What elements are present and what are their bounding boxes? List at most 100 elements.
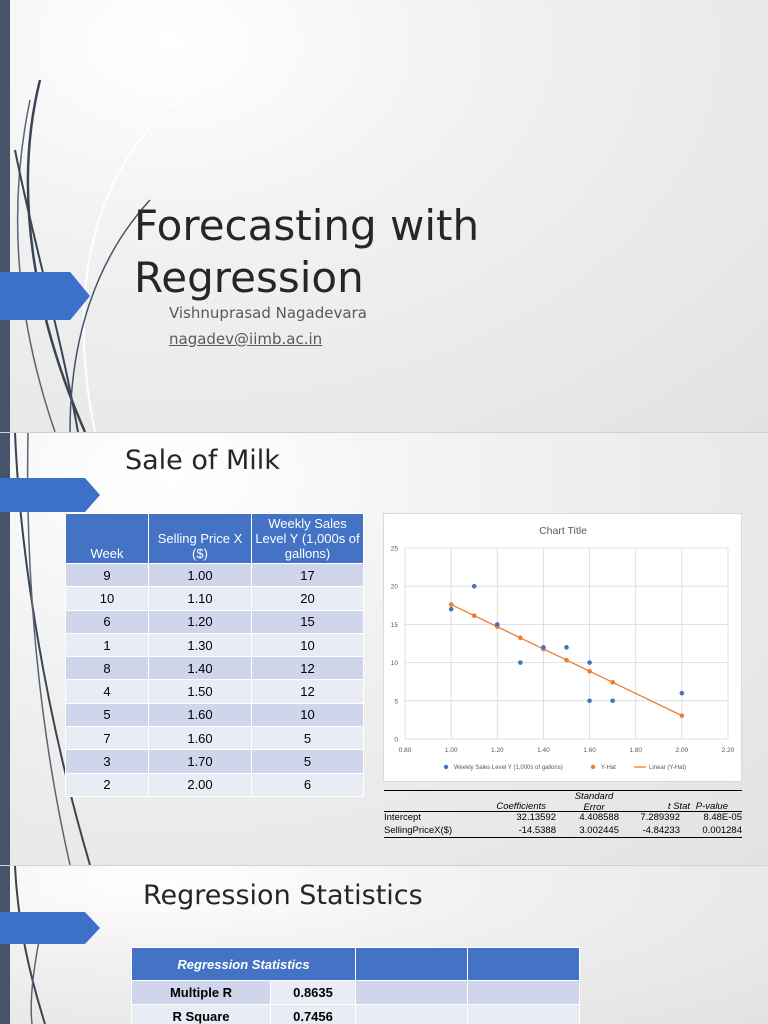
y-hat-point bbox=[679, 713, 685, 718]
table-cell: 1.10 bbox=[148, 586, 252, 611]
table-cell: 12 bbox=[251, 679, 364, 704]
table-cell bbox=[467, 1004, 580, 1024]
x-tick-label: 1.60 bbox=[583, 747, 596, 754]
chart-svg: Chart Title 0 5 10 15 20 25 0.80 1.00 1.20 1.40 1.6… bbox=[391, 525, 735, 771]
legend-label: Weekly Sales Level Y (1,000s of gallons) bbox=[454, 765, 563, 771]
sale-of-milk-slide[interactable]: Sale of Milk Week Selling Price X ($) We… bbox=[0, 433, 768, 865]
data-point bbox=[610, 698, 615, 704]
table-cell: 3 bbox=[65, 749, 149, 774]
table-cell: 8 bbox=[65, 656, 149, 681]
x-tick-label: 0.80 bbox=[399, 747, 412, 754]
table-row: 3 1.70 5 bbox=[65, 749, 364, 774]
table-cell: 6 bbox=[251, 772, 364, 797]
table-cell: 4 bbox=[65, 679, 149, 704]
slide-left-bar bbox=[0, 866, 10, 1024]
y-hat-point bbox=[471, 613, 477, 618]
table-cell: 20 bbox=[251, 586, 364, 611]
accent-arrow bbox=[0, 272, 90, 320]
table-header: Regression Statistics bbox=[131, 947, 356, 981]
table-cell bbox=[467, 980, 580, 1005]
title-slide[interactable]: Forecasting with Regression Vishnuprasad… bbox=[0, 0, 768, 432]
coefficients-header-row: Coefficients Standard Error t Stat P-val… bbox=[384, 790, 742, 813]
scatter-chart: Chart Title 0 5 10 15 20 25 0.80 1.00 1.20 1.40 1.6… bbox=[383, 513, 742, 782]
x-tick-label: 1.80 bbox=[629, 747, 642, 754]
table-cell: 10 bbox=[251, 632, 364, 658]
table-row: Intercept 32.13592 4.408588 7.289392 8.4… bbox=[384, 812, 742, 825]
table-cell: 15 bbox=[251, 609, 364, 634]
table-cell: 2.00 bbox=[148, 772, 252, 797]
y-tick-label: 0 bbox=[394, 737, 398, 744]
table-row: 4 1.50 12 bbox=[65, 679, 364, 704]
table-header bbox=[467, 947, 580, 981]
slide-divider bbox=[0, 432, 768, 433]
column-header: Week bbox=[65, 513, 149, 564]
table-cell: R Square bbox=[131, 1004, 271, 1024]
table-row: 5 1.60 10 bbox=[65, 702, 364, 728]
table-cell: 1.40 bbox=[148, 656, 252, 681]
y-tick-label: 20 bbox=[391, 584, 399, 591]
slide-title: Sale of Milk bbox=[125, 445, 280, 476]
table-row: 2 2.00 6 bbox=[65, 772, 364, 797]
table-row: SellingPriceX($) -14.5388 3.002445 -4.84… bbox=[384, 825, 742, 838]
table-cell: 12 bbox=[251, 656, 364, 681]
slide-left-bar bbox=[0, 433, 10, 865]
table-cell: 1.50 bbox=[148, 679, 252, 704]
table-cell: 5 bbox=[251, 749, 364, 774]
slide-divider bbox=[0, 865, 768, 866]
table-cell: 8.48E-05 bbox=[703, 812, 742, 823]
data-point bbox=[587, 660, 592, 665]
y-tick-label: 5 bbox=[394, 698, 398, 705]
y-hat-point bbox=[448, 602, 454, 607]
table-cell: 0.7456 bbox=[270, 1004, 356, 1024]
accent-arrow bbox=[0, 912, 100, 944]
y-hat-point bbox=[587, 668, 592, 674]
legend-marker bbox=[443, 764, 449, 770]
legend-label: Y-Hat bbox=[601, 765, 616, 771]
table-header bbox=[355, 947, 468, 981]
table-cell: 1.00 bbox=[148, 562, 252, 588]
email-link[interactable]: nagadev@iimb.ac.in bbox=[169, 330, 323, 348]
table-cell: 6 bbox=[65, 609, 149, 634]
page-title: Forecasting with Regression bbox=[134, 201, 480, 302]
table-row: R Square 0.7456 bbox=[131, 1004, 580, 1024]
table-cell: 1.70 bbox=[148, 749, 252, 774]
table-cell bbox=[355, 1004, 468, 1024]
table-cell: 1.60 bbox=[148, 702, 252, 728]
y-tick-label: 10 bbox=[391, 660, 399, 667]
table-cell: 1.20 bbox=[148, 609, 252, 634]
x-tick-label: 1.20 bbox=[491, 747, 504, 754]
table-cell bbox=[355, 980, 468, 1005]
table-row: 7 1.60 5 bbox=[65, 726, 364, 751]
table-row: Multiple R 0.8635 bbox=[131, 980, 580, 1005]
data-point bbox=[494, 622, 500, 627]
table-cell: 9 bbox=[65, 562, 149, 588]
data-point bbox=[587, 698, 592, 704]
table-cell: 4.408588 bbox=[579, 812, 619, 823]
data-point bbox=[679, 690, 685, 696]
data-point bbox=[564, 645, 569, 650]
legend-label: Linear (Y-Hat) bbox=[649, 765, 686, 771]
table-cell: Multiple R bbox=[131, 980, 271, 1005]
data-point bbox=[541, 645, 546, 650]
y-hat-point bbox=[610, 680, 615, 685]
y-hat-point bbox=[564, 657, 569, 663]
table-cell: SellingPriceX($) bbox=[384, 825, 453, 836]
coefficients-table: Coefficients Standard Error t Stat P-val… bbox=[384, 790, 742, 838]
data-point bbox=[448, 606, 454, 612]
x-tick-label: 1.40 bbox=[537, 747, 550, 754]
legend-marker bbox=[590, 764, 596, 770]
table-cell: 17 bbox=[251, 562, 364, 588]
table-row: 1 1.30 10 bbox=[65, 632, 364, 658]
x-tick-label: 2.20 bbox=[722, 747, 735, 754]
table-cell: 5 bbox=[251, 726, 364, 751]
x-tick-label: 2.00 bbox=[676, 747, 689, 754]
y-tick-label: 25 bbox=[391, 546, 399, 553]
regression-statistics-slide[interactable]: Regression Statistics Regression Statist… bbox=[0, 866, 768, 1024]
column-header: P-value bbox=[695, 801, 728, 812]
y-tick-label: 15 bbox=[391, 622, 399, 629]
table-cell: 1 bbox=[65, 632, 149, 658]
table-cell: 7.289392 bbox=[640, 812, 680, 823]
table-cell: 3.002445 bbox=[579, 825, 619, 836]
table-cell: -4.84233 bbox=[642, 825, 680, 836]
table-cell: 10 bbox=[251, 702, 364, 728]
